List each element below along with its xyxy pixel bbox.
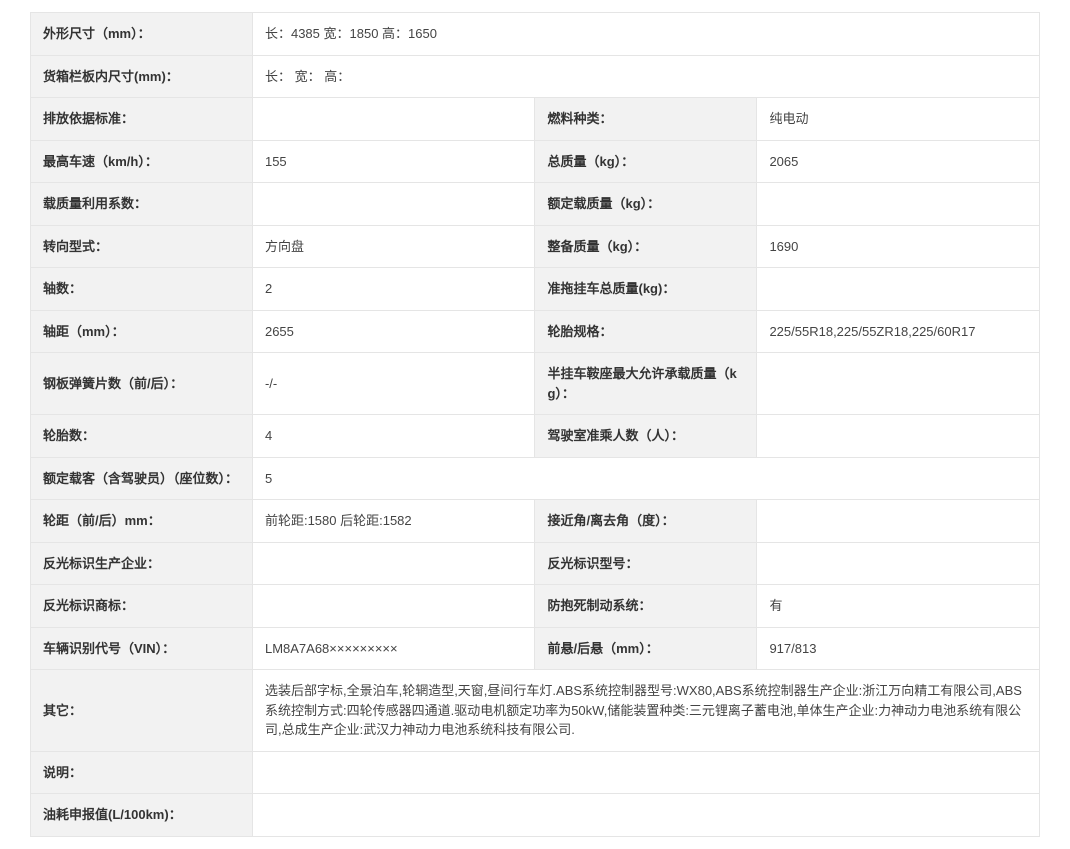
spec-label: 最高车速（km/h）： — [31, 140, 253, 183]
spec-value: 4 — [252, 415, 535, 458]
spec-value: 1690 — [757, 225, 1040, 268]
spec-label: 额定载质量（kg）： — [535, 183, 757, 226]
spec-label: 排放依据标准： — [31, 98, 253, 141]
spec-value: 225/55R18,225/55ZR18,225/60R17 — [757, 310, 1040, 353]
spec-value — [757, 353, 1040, 415]
spec-label: 载质量利用系数： — [31, 183, 253, 226]
spec-row: 额定载客（含驾驶员）（座位数）：5 — [31, 457, 1040, 500]
spec-label: 轮胎规格： — [535, 310, 757, 353]
spec-value: 917/813 — [757, 627, 1040, 670]
spec-row: 轴数：2准拖挂车总质量(kg)： — [31, 268, 1040, 311]
spec-row: 其它：选装后部字标,全景泊车,轮辋造型,天窗,昼间行车灯.ABS系统控制器型号:… — [31, 670, 1040, 752]
spec-table: 外形尺寸（mm）：长：4385 宽：1850 高：1650货箱栏板内尺寸(mm)… — [30, 12, 1040, 837]
spec-label: 轮胎数： — [31, 415, 253, 458]
spec-value — [757, 500, 1040, 543]
spec-value: 选装后部字标,全景泊车,轮辋造型,天窗,昼间行车灯.ABS系统控制器型号:WX8… — [252, 670, 1039, 752]
spec-row: 反光标识商标： 防抱死制动系统：有 — [31, 585, 1040, 628]
spec-row: 车辆识别代号（VIN）：LM8A7A68×××××××××前悬/后悬（mm）：9… — [31, 627, 1040, 670]
spec-row: 轮距（前/后）mm：前轮距:1580 后轮距:1582接近角/离去角（度）： — [31, 500, 1040, 543]
spec-value — [252, 751, 1039, 794]
spec-value: 长：4385 宽：1850 高：1650 — [252, 13, 1039, 56]
spec-value: 长： 宽： 高： — [252, 55, 1039, 98]
spec-label: 车辆识别代号（VIN）： — [31, 627, 253, 670]
spec-label: 防抱死制动系统： — [535, 585, 757, 628]
spec-value — [757, 415, 1040, 458]
spec-row: 反光标识生产企业： 反光标识型号： — [31, 542, 1040, 585]
spec-label: 轴数： — [31, 268, 253, 311]
spec-label: 准拖挂车总质量(kg)： — [535, 268, 757, 311]
spec-label: 燃料种类： — [535, 98, 757, 141]
spec-label: 反光标识生产企业： — [31, 542, 253, 585]
spec-label: 说明： — [31, 751, 253, 794]
spec-value: 2065 — [757, 140, 1040, 183]
spec-value — [757, 268, 1040, 311]
spec-row: 外形尺寸（mm）：长：4385 宽：1850 高：1650 — [31, 13, 1040, 56]
spec-value: -/- — [252, 353, 535, 415]
spec-label: 轮距（前/后）mm： — [31, 500, 253, 543]
spec-value: 155 — [252, 140, 535, 183]
spec-label: 接近角/离去角（度）： — [535, 500, 757, 543]
spec-label: 半挂车鞍座最大允许承载质量（kg）： — [535, 353, 757, 415]
spec-label: 货箱栏板内尺寸(mm)： — [31, 55, 253, 98]
spec-row: 货箱栏板内尺寸(mm)：长： 宽： 高： — [31, 55, 1040, 98]
spec-value — [757, 183, 1040, 226]
spec-row: 载质量利用系数： 额定载质量（kg）： — [31, 183, 1040, 226]
spec-label: 前悬/后悬（mm）： — [535, 627, 757, 670]
spec-value: 有 — [757, 585, 1040, 628]
spec-value: 2 — [252, 268, 535, 311]
spec-label: 驾驶室准乘人数（人）： — [535, 415, 757, 458]
spec-value — [252, 98, 535, 141]
spec-row: 油耗申报值(L/100km)： — [31, 794, 1040, 837]
spec-label: 整备质量（kg）： — [535, 225, 757, 268]
spec-label: 其它： — [31, 670, 253, 752]
spec-row: 钢板弹簧片数（前/后）：-/-半挂车鞍座最大允许承载质量（kg）： — [31, 353, 1040, 415]
spec-value: LM8A7A68××××××××× — [252, 627, 535, 670]
spec-row: 轴距（mm）：2655轮胎规格：225/55R18,225/55ZR18,225… — [31, 310, 1040, 353]
spec-row: 排放依据标准： 燃料种类：纯电动 — [31, 98, 1040, 141]
spec-label: 外形尺寸（mm）： — [31, 13, 253, 56]
spec-value — [252, 542, 535, 585]
spec-label: 反光标识型号： — [535, 542, 757, 585]
spec-value: 2655 — [252, 310, 535, 353]
spec-label: 轴距（mm）： — [31, 310, 253, 353]
spec-row: 说明： — [31, 751, 1040, 794]
spec-value: 前轮距:1580 后轮距:1582 — [252, 500, 535, 543]
spec-label: 总质量（kg）： — [535, 140, 757, 183]
spec-value — [757, 542, 1040, 585]
spec-value — [252, 183, 535, 226]
spec-label: 转向型式： — [31, 225, 253, 268]
spec-label: 额定载客（含驾驶员）（座位数）： — [31, 457, 253, 500]
spec-value: 方向盘 — [252, 225, 535, 268]
spec-value: 纯电动 — [757, 98, 1040, 141]
spec-value — [252, 794, 1039, 837]
spec-label: 反光标识商标： — [31, 585, 253, 628]
spec-label: 油耗申报值(L/100km)： — [31, 794, 253, 837]
spec-label: 钢板弹簧片数（前/后）： — [31, 353, 253, 415]
spec-value: 5 — [252, 457, 1039, 500]
spec-row: 最高车速（km/h）：155总质量（kg）：2065 — [31, 140, 1040, 183]
spec-row: 轮胎数：4驾驶室准乘人数（人）： — [31, 415, 1040, 458]
spec-value — [252, 585, 535, 628]
spec-row: 转向型式：方向盘整备质量（kg）：1690 — [31, 225, 1040, 268]
